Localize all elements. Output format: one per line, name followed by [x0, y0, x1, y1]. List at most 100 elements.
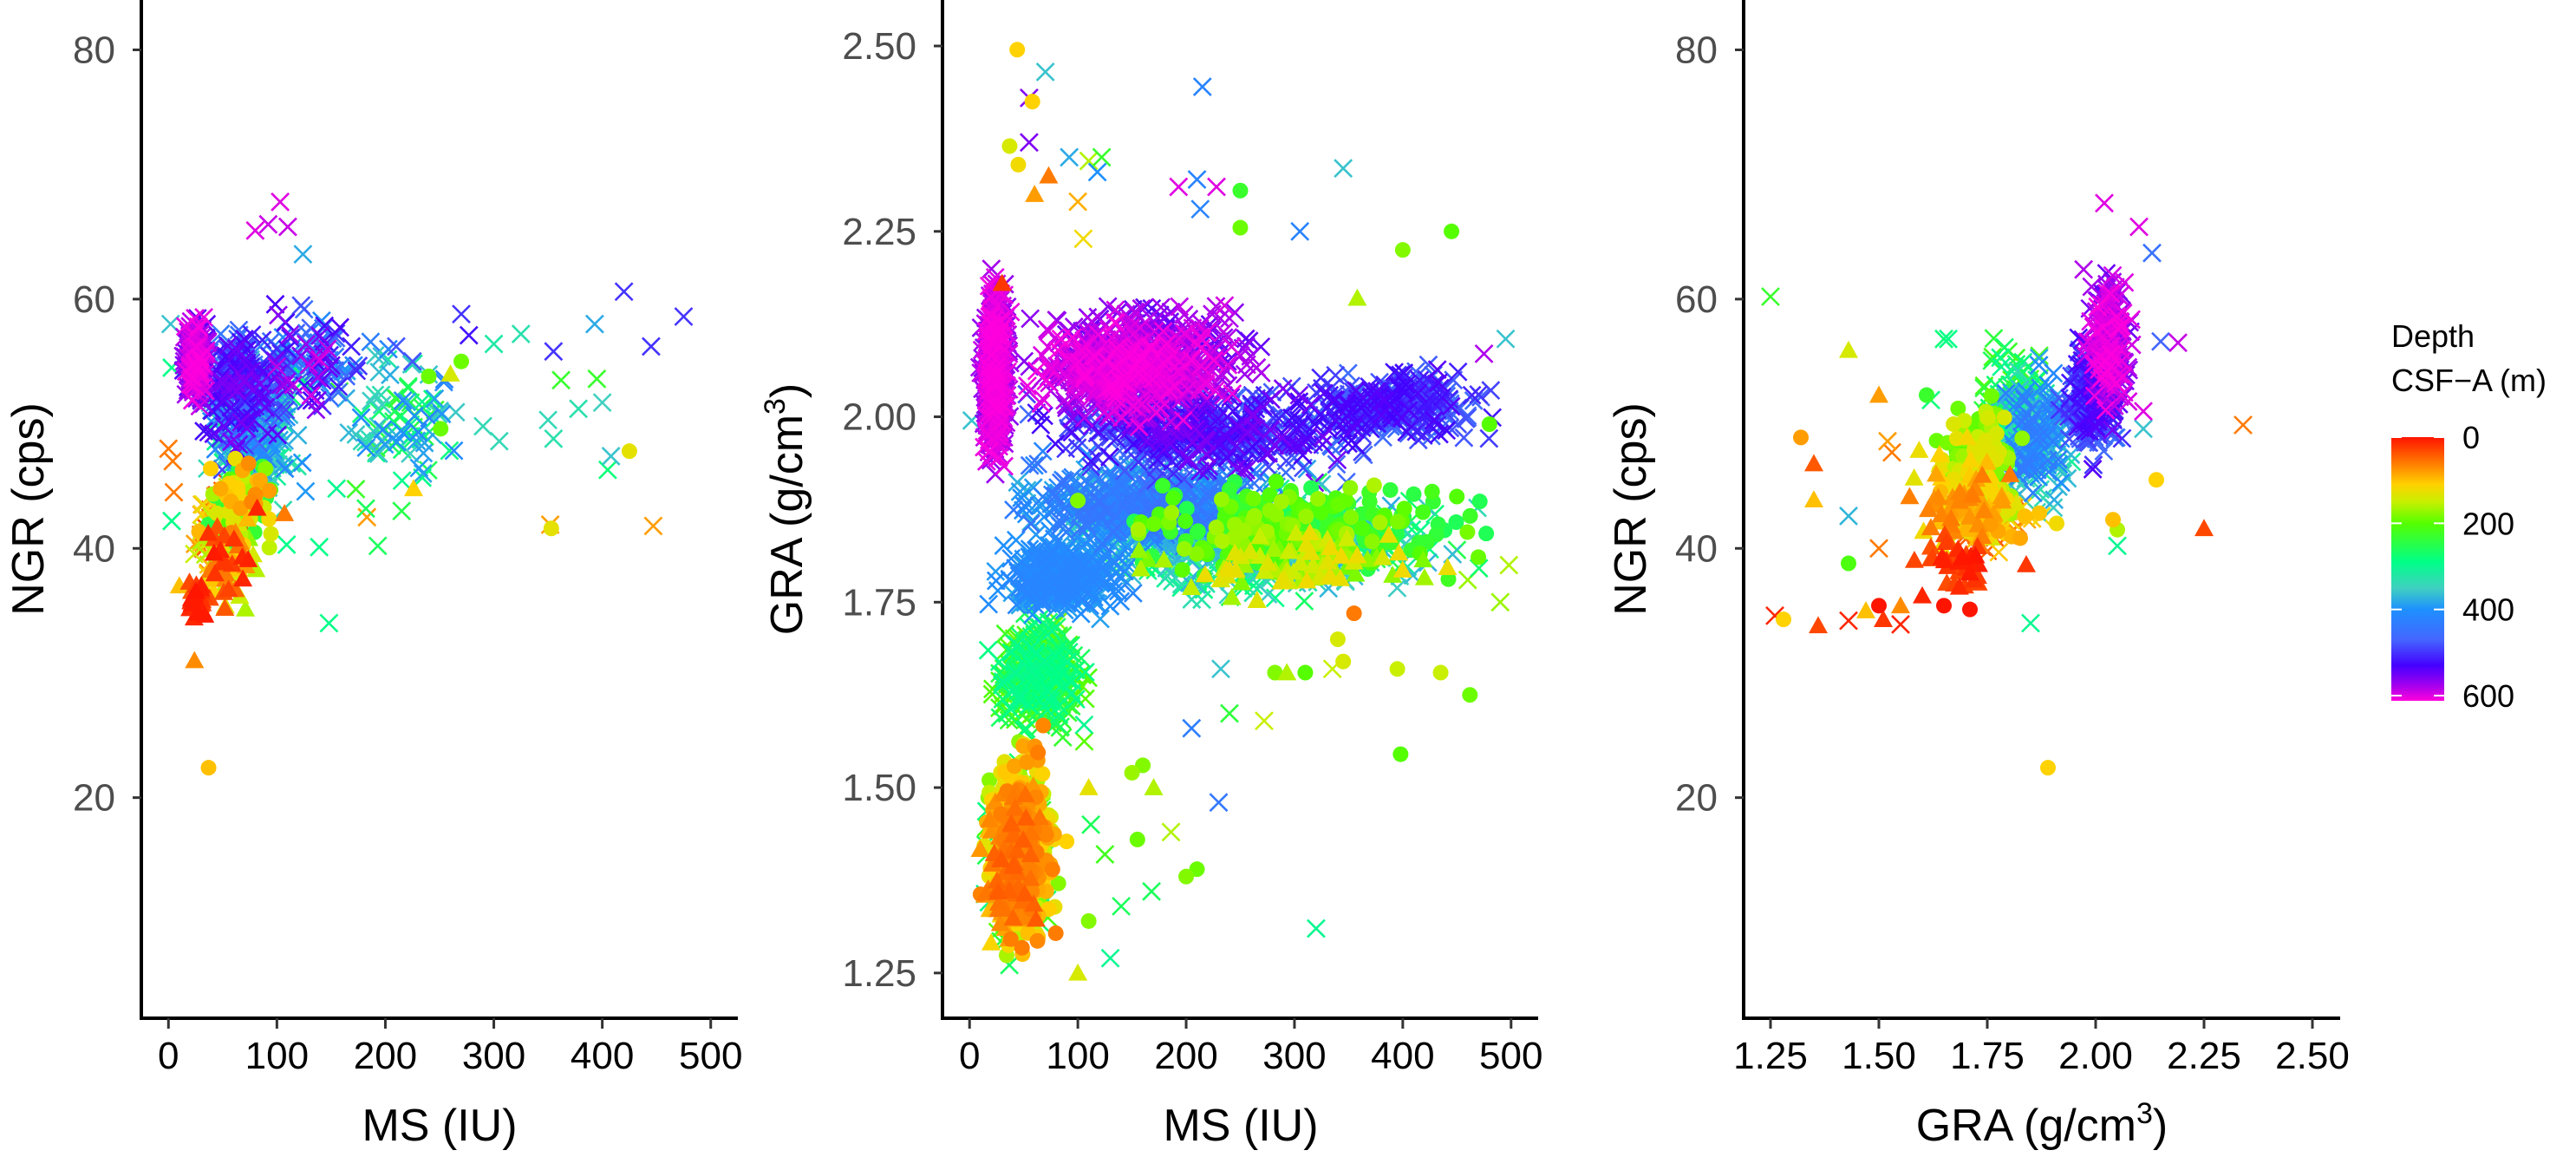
point-cross: [276, 400, 296, 420]
point-cross: [238, 409, 258, 429]
point-cross: [584, 314, 604, 334]
point-cross: [401, 355, 421, 374]
point-cross: [288, 425, 308, 445]
point-cross: [432, 404, 452, 424]
point-cross: [392, 501, 412, 521]
point-cross: [587, 369, 607, 389]
point-cross: [232, 412, 251, 432]
x-tick-label: 100: [245, 1035, 309, 1077]
y-axis-title: NGR (cps): [3, 402, 54, 616]
point-cross: [1295, 592, 1314, 611]
point-cross: [365, 345, 385, 365]
point-cross: [258, 423, 277, 443]
point-circle: [453, 353, 470, 369]
point-cross: [351, 408, 371, 428]
point-cross: [162, 511, 181, 531]
point-cross: [1448, 362, 1468, 382]
point-cross: [271, 192, 290, 212]
point-cross: [306, 400, 326, 420]
point-triangle: [403, 479, 423, 497]
point-cross: [642, 337, 661, 356]
point-cross: [1079, 151, 1099, 171]
point-triangle: [215, 598, 235, 617]
point-cross: [291, 296, 311, 316]
point-circle: [212, 480, 229, 497]
point-circle: [200, 760, 217, 776]
point-cross: [1091, 609, 1110, 629]
point-cross: [979, 594, 999, 614]
point-cross: [1074, 731, 1094, 751]
point-circle: [543, 520, 559, 537]
point-cross: [597, 460, 617, 480]
point-cross: [408, 422, 428, 442]
y-tick-label: 20: [73, 777, 115, 820]
x-ticks: 0 100 200 300 400 500: [158, 1018, 742, 1077]
point-cross: [1087, 162, 1107, 182]
point-cross: [296, 481, 316, 501]
y-tick-label: 60: [73, 278, 115, 321]
point-cross: [315, 316, 335, 336]
point-cross: [425, 389, 445, 409]
point-cross: [356, 499, 375, 519]
point-cross: [369, 363, 389, 382]
point-cross: [205, 440, 225, 459]
point-cross: [361, 332, 381, 352]
point-cross: [343, 356, 363, 376]
point-cross: [1074, 715, 1094, 735]
point-cross: [356, 438, 376, 458]
y-tick-label: 80: [73, 29, 115, 71]
point-cross: [362, 391, 381, 411]
point-circle: [621, 443, 637, 460]
point-cross: [299, 355, 319, 375]
point-cross: [159, 439, 179, 459]
point-cross: [1211, 659, 1230, 679]
point-cross: [204, 424, 224, 444]
point-cross: [398, 376, 418, 396]
point-cross: [269, 305, 288, 325]
point-cross: [293, 245, 313, 265]
point-cross: [592, 393, 612, 413]
data-points: [962, 42, 1519, 981]
point-cross: [473, 416, 492, 436]
point-cross: [339, 422, 359, 442]
point-cross: [1073, 229, 1093, 249]
point-cross: [1092, 147, 1112, 167]
point-cross: [1190, 199, 1210, 219]
point-cross: [412, 392, 432, 412]
point-circle: [203, 461, 219, 477]
point-cross: [1192, 77, 1212, 96]
point-cross: [163, 451, 183, 471]
point-cross: [258, 214, 278, 234]
point-cross: [674, 307, 694, 326]
point-cross: [234, 330, 254, 349]
point-cross: [211, 324, 231, 343]
point-cross: [1479, 428, 1499, 448]
point-cross: [265, 294, 285, 314]
point-cross: [369, 402, 389, 422]
point-cross: [368, 536, 388, 556]
point-cross: [342, 337, 362, 356]
point-cross: [336, 389, 356, 409]
point-cross: [252, 330, 272, 350]
point-cross: [387, 337, 406, 356]
point-cross: [357, 507, 377, 527]
point-cross: [413, 464, 433, 483]
point-circle: [240, 455, 257, 472]
point-cross: [1100, 447, 1119, 467]
panel-gra-vs-ms: 1.251.501.752.002.252.50 0 100 200 300 400 50…: [759, 0, 1542, 1151]
point-cross: [275, 375, 295, 395]
point-cross: [484, 334, 504, 354]
point-cross: [284, 375, 303, 395]
point-cross: [308, 368, 328, 388]
point-circle: [263, 526, 279, 542]
point-cross: [1307, 918, 1326, 938]
point-cross: [251, 374, 271, 394]
point-triangle: [275, 504, 295, 521]
point-circle: [261, 482, 277, 499]
point-cross: [280, 324, 300, 344]
point-cross: [226, 339, 246, 359]
point-cross: [1427, 360, 1447, 380]
point-cross: [336, 366, 356, 386]
point-cross: [1123, 583, 1143, 603]
